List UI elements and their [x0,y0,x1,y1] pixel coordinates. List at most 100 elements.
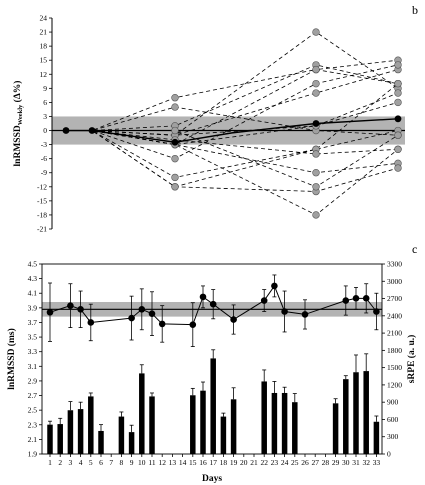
panel-c-right-tick-label: 1500 [387,363,402,372]
panel-c-x-tick-label: 8 [120,458,124,467]
panel-b-series-point [394,61,402,69]
panel-c-x-tick-label: 13 [169,458,177,467]
panel-b-series-point [312,211,320,219]
panel-b-y-tick-label: 12 [40,70,48,79]
panel-c-lnrmssd-point [352,295,360,302]
panel-c-left-tick-label: 2.3 [28,420,38,429]
panel-c-srpe-bar [67,410,74,454]
panel-b-y-tick-label: 3 [43,112,47,121]
panel-b-series-point [394,98,402,107]
panel-c-srpe-bar [220,416,227,454]
panel-c-left-tick-label: 2.1 [28,435,38,444]
panel-b-mean-point [394,115,402,123]
panel-c-right-tick-label: 2400 [387,311,402,320]
panel-b-series-point [312,183,320,191]
panel-c-lnrmssd-point [209,300,217,308]
panel-b-series-point [171,94,179,102]
panel-c-srpe-bar [292,402,298,454]
panel-c-srpe-bar [261,381,267,454]
panel-c-axes: 1.9 2.1 2.3 2.5 2.7 2.9 3.1 3.3 3.5 3.7 3.9 4.1 4.3 4… [28,260,403,468]
panel-c-lnrmssd-point [301,311,309,318]
panel-c-right-tick-label: 0 [387,450,391,459]
panel-b-mean-point [88,127,96,134]
panel-c-lnrmssd-point [260,297,268,304]
panel-c-lnrmssd-point [128,314,135,322]
panel-c-x-tick-label: 27 [311,458,319,467]
panel-c-right-tick-label: 300 [387,432,399,441]
panel-c-x-tick-label: 26 [301,458,309,467]
panel-c-srpe-bar [363,371,369,454]
panel-c-x-tick-label: 14 [179,458,187,467]
panel-c-right-tick-label: 2700 [387,294,402,303]
panel-c-right-tick-label: 1800 [387,346,402,355]
panel-c-lnrmssd-point [67,302,74,309]
panel-b-y-tick-label: 18 [40,42,48,51]
panel-c-y-axis-left-label: lnRMSSD (ms) [6,328,17,390]
panel-b-y-tick-label: -18 [37,210,47,219]
panel-c-srpe-bar [77,409,84,454]
panel-c-x-tick-label: 16 [199,458,207,467]
panel-c-chart: 1.9 2.1 2.3 2.5 2.7 2.9 3.1 3.3 3.5 3.7 3.9 4.1 4.3 4… [6,242,417,484]
panel-c-label: c [412,242,417,256]
panel-c-x-tick-label: 24 [281,458,289,467]
panel-b-y-tick-label: 9 [43,84,47,93]
panel-c-srpe-bars [47,349,380,454]
panel-c-x-tick-label: 3 [69,458,73,467]
panel-c-x-tick-label: 5 [89,458,93,467]
panel-b-y-axis-label-sub: Weekly [17,104,24,125]
panel-b-series-point [312,89,320,97]
panel-c-lnrmssd-point [271,282,278,290]
panel-c-left-tick-label: 3.7 [28,318,38,327]
panel-c-srpe-bar [353,372,359,454]
panel-b-series-point [312,150,320,158]
panel-c-lnrmssd-point [148,310,156,317]
panel-c-srpe-bar [210,358,216,454]
panel-b-y-tick-label: 6 [43,98,47,107]
panel-c-srpe-bar [332,403,339,454]
panel-c-x-tick-label: 30 [342,458,350,467]
panel-b-y-tick-label: 21 [40,28,48,37]
panel-b-y-tick-label: -3 [41,140,47,149]
panel-c-left-tick-label: 3.9 [28,303,38,312]
panel-b-label: b [412,3,418,17]
panel-c-srpe-bar [57,424,63,454]
panel-c-lnrmssd-point [199,293,207,301]
panel-c-right-tick-label: 2100 [387,329,402,338]
panel-c-lnrmssd-point [77,306,84,313]
panel-c-x-tick-label: 1 [48,458,52,467]
panel-c-x-tick-label: 17 [209,458,217,467]
panel-c-srpe-bar [47,424,53,454]
panel-c-x-tick-label: 15 [189,458,197,467]
panel-b-series-point [312,28,320,36]
panel-c-x-tick-label: 33 [373,458,381,467]
panel-c-srpe-bar [139,373,145,454]
panel-b-y-axis-label: lnRMSSDWeekly (Δ%) [12,81,24,167]
panel-b-series-point [394,131,402,139]
panel-b-y-tick-label: -12 [37,182,47,191]
panel-b-y-axis-label-main: lnRMSSD [13,125,23,166]
panel-c-left-tick-label: 2.5 [28,406,38,415]
panel-b-series-point [394,89,402,97]
panel-b-series-point [171,126,179,135]
panel-b-mean-line [66,118,399,143]
panel-c-x-tick-label: 32 [362,458,370,467]
panel-c-lnrmssd-point [138,306,146,313]
panel-c-lnrmssd-point [342,297,350,304]
panel-c-lnrmssd-point [373,308,380,315]
panel-c-srpe-bar [118,416,125,454]
panel-c-right-tick-label: 1200 [387,380,402,389]
panel-c-right-tick-label: 900 [387,398,399,407]
panel-c-left-tick-label: 4.3 [28,274,38,283]
panel-c-srpe-bar [230,399,237,454]
panel-b-mean-point [171,138,179,146]
panel-b-series-point [171,103,179,111]
panel-c-x-tick-label: 10 [138,458,146,467]
panel-c-srpe-bar [98,430,104,454]
panel-b-mean-point [312,120,320,127]
panel-c-left-tick-label: 2.7 [28,391,38,400]
panel-c-srpe-bar [271,392,278,454]
panel-c-x-tick-label: 21 [250,458,258,467]
panel-b-series-point [312,79,320,88]
panel-c-srpe-bar [200,390,206,454]
